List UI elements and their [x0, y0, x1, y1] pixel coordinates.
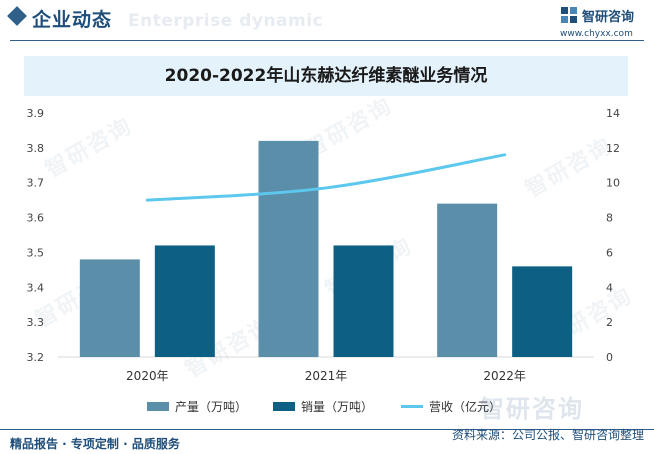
y-right-tick-label: 4 — [606, 281, 613, 294]
chart-legend: 产量（万吨） 销量（万吨） 营收（亿元） — [0, 398, 654, 414]
legend-swatch-sales — [273, 402, 295, 411]
bar-production — [437, 203, 498, 357]
y-right-tick-label: 8 — [606, 212, 613, 225]
chart-title-band: 2020-2022年山东赫达纤维素醚业务情况 — [24, 56, 628, 96]
bar-production — [258, 140, 319, 357]
brand-url: www.chyxx.com — [560, 29, 633, 39]
y-left-tick-label: 3.7 — [27, 177, 45, 190]
y-left-tick-label: 3.8 — [27, 142, 45, 155]
y-left-tick-label: 3.4 — [27, 281, 45, 294]
bar-sales — [512, 266, 573, 357]
y-right-tick-label: 2 — [606, 316, 613, 329]
legend-label-revenue: 营收（亿元） — [429, 400, 502, 414]
y-right-tick-label: 12 — [606, 142, 620, 155]
footer-slogan: 精品报告 · 专项定制 · 品质服务 — [10, 437, 180, 451]
y-left-tick-label: 3.6 — [27, 212, 45, 225]
legend-label-production: 产量（万吨） — [175, 400, 248, 414]
chart-title: 2020-2022年山东赫达纤维素醚业务情况 — [164, 66, 488, 86]
y-right-tick-label: 0 — [606, 351, 613, 364]
bar-production — [79, 259, 140, 357]
bar-sales — [333, 245, 394, 357]
series-line-revenue — [145, 153, 507, 202]
section-title: 企业动态 — [32, 9, 113, 31]
y-left-tick-label: 3.9 — [27, 107, 45, 120]
page-header: 企业动态 Enterprise dynamic 智研咨询 www.chyxx.c… — [0, 0, 654, 39]
y-left-tick-label: 3.3 — [27, 316, 45, 329]
source-note: 资料来源：公司公报、智研咨询整理 — [451, 428, 644, 442]
legend-line-revenue — [401, 405, 423, 408]
x-tick-label: 2021年 — [305, 369, 348, 383]
x-tick-label: 2022年 — [483, 369, 526, 383]
y-right-tick-label: 14 — [606, 107, 620, 120]
footer-watermark: 智研咨询 — [480, 395, 584, 423]
x-tick-label: 2020年 — [126, 369, 169, 383]
header-divider — [10, 40, 644, 41]
y-left-tick-label: 3.5 — [27, 246, 45, 259]
brand-name: 智研咨询 — [582, 10, 635, 25]
legend-label-sales: 销量（万吨） — [301, 400, 374, 414]
bar-sales — [154, 245, 215, 357]
footer-divider — [0, 429, 654, 430]
brand-logo-icon — [561, 7, 577, 23]
section-subtitle: Enterprise dynamic — [128, 11, 324, 31]
y-right-tick-label: 10 — [606, 177, 620, 190]
y-right-tick-label: 6 — [606, 246, 613, 259]
y-left-tick-label: 3.2 — [27, 351, 45, 364]
legend-swatch-production — [147, 402, 169, 411]
